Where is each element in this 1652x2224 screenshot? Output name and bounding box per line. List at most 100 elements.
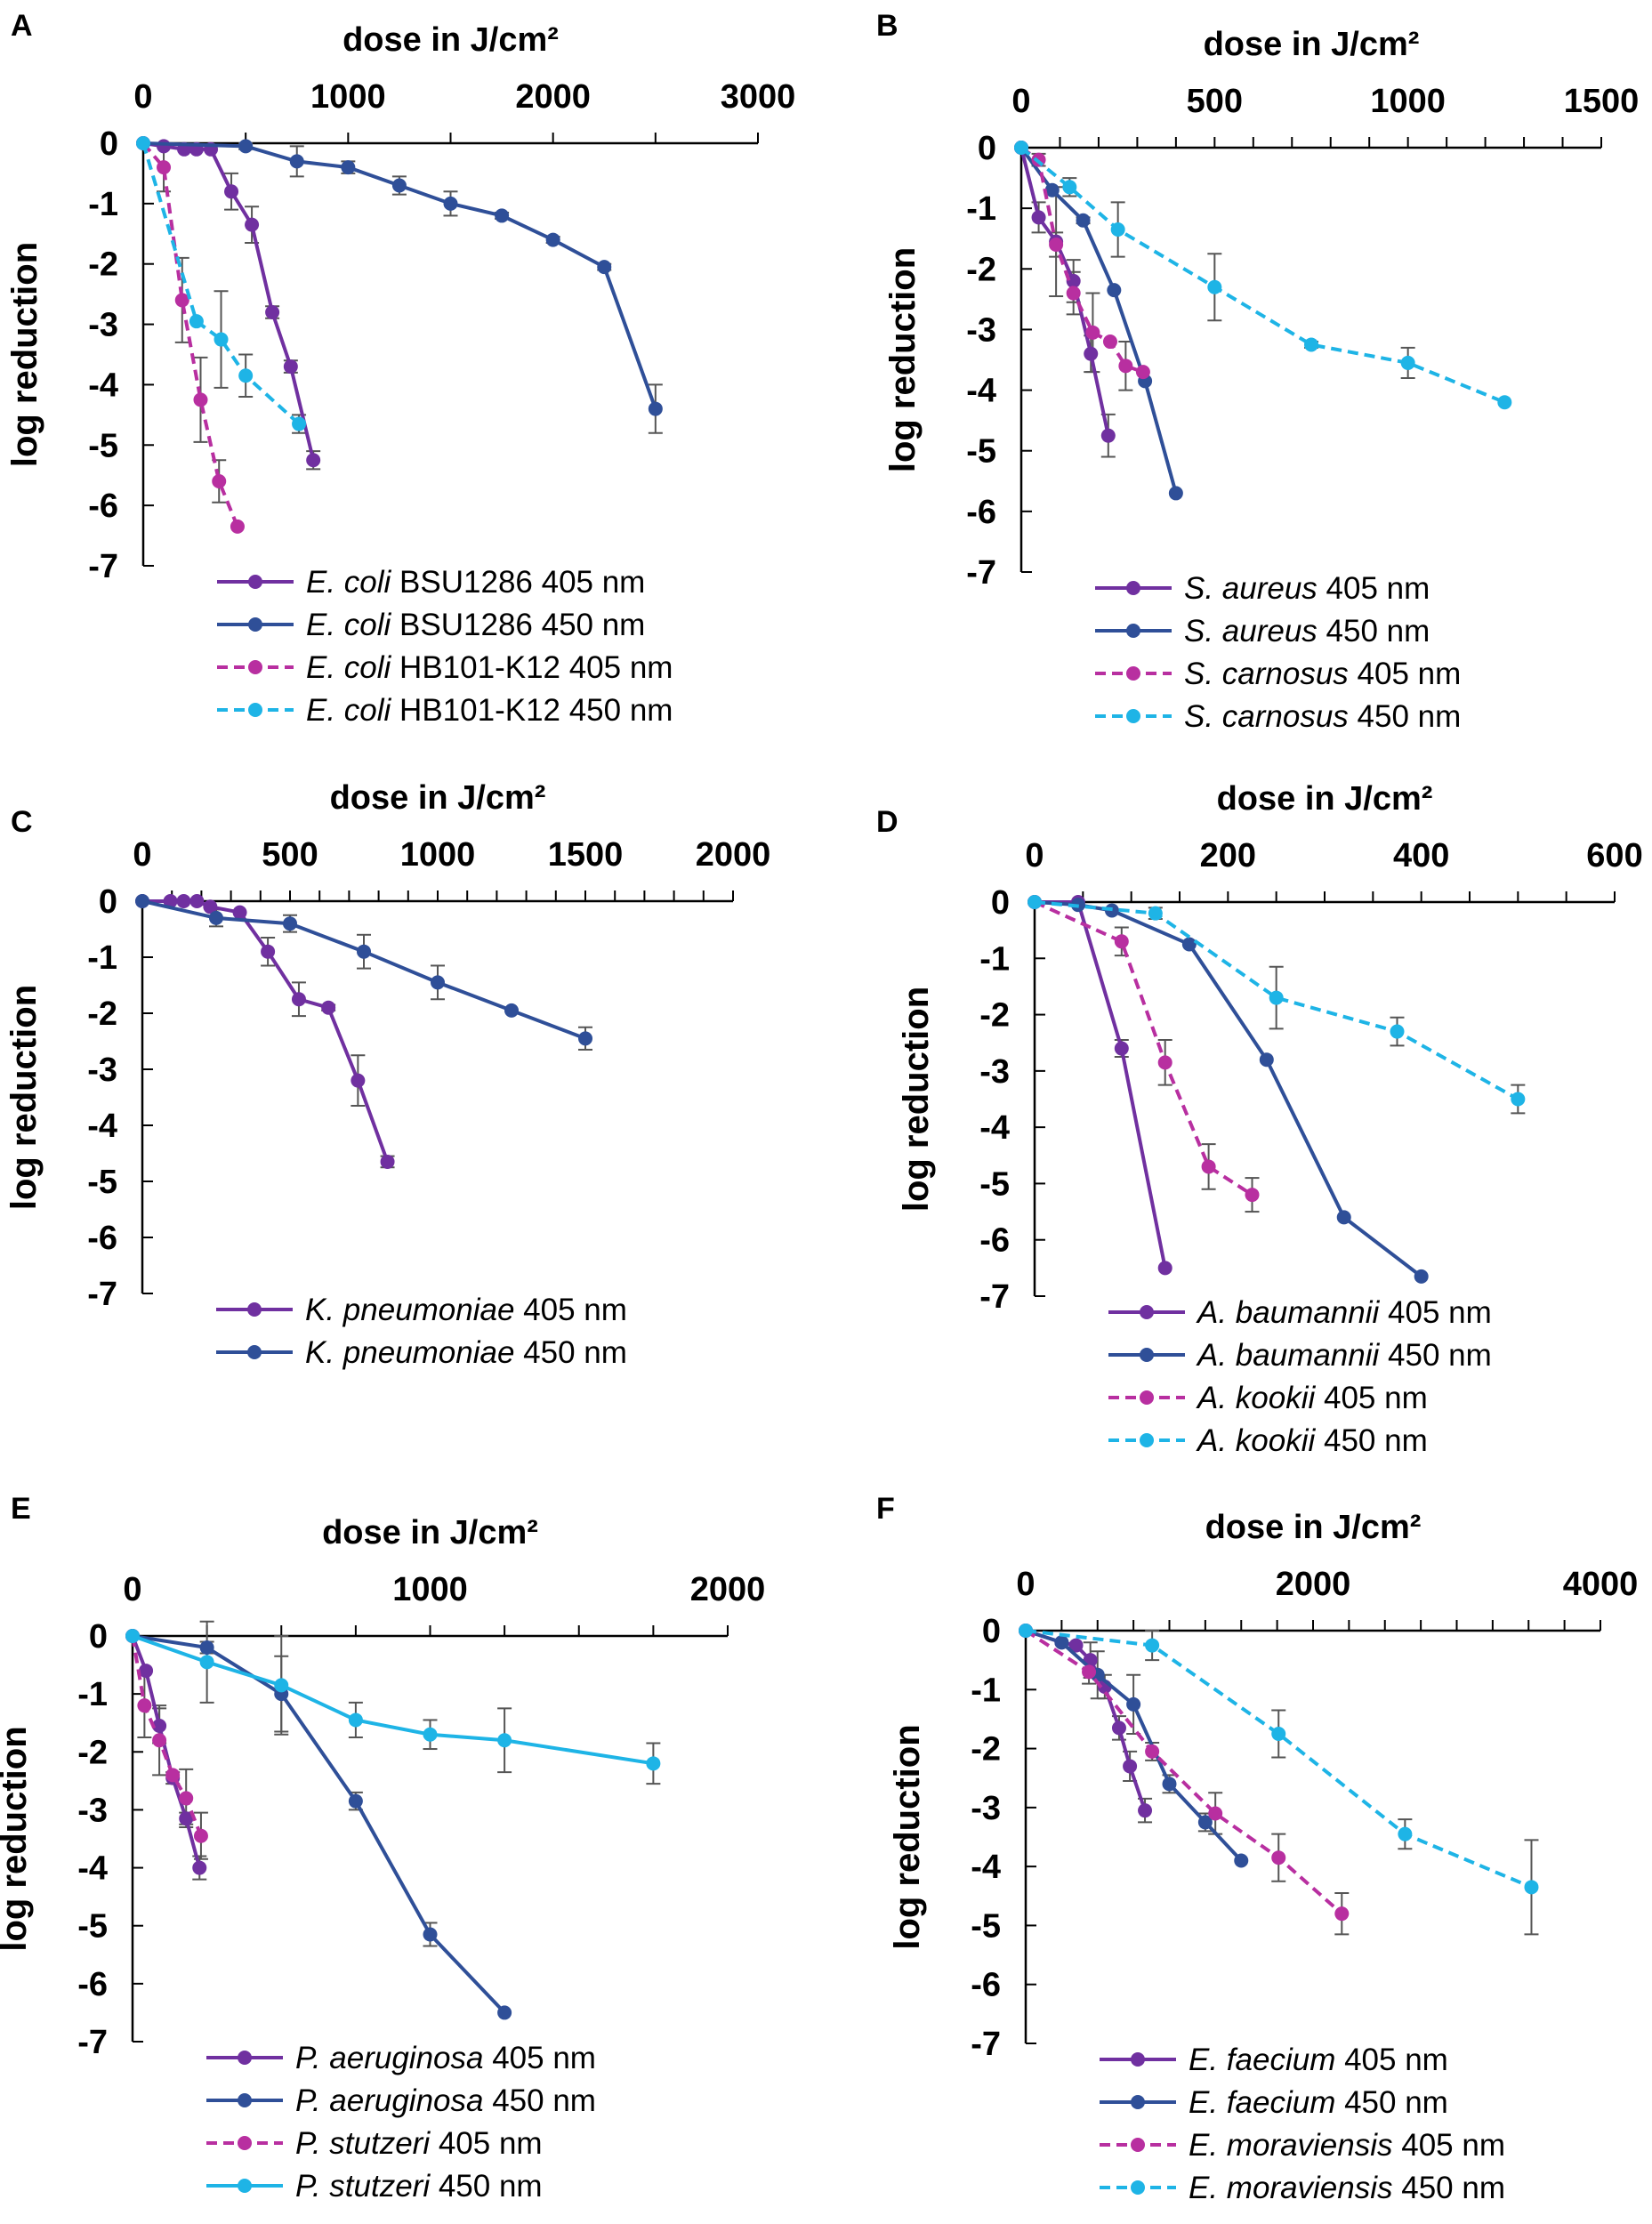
data-point xyxy=(230,519,245,534)
legend-species: E. moraviensis xyxy=(1189,2171,1401,2205)
legend-species: P. aeruginosa xyxy=(295,2083,492,2118)
y-tick-label: -2 xyxy=(88,246,118,284)
legend-marker xyxy=(1140,1305,1154,1319)
x-tick-label: 0 xyxy=(1016,1566,1035,1603)
data-point xyxy=(238,139,254,154)
series-2 xyxy=(1019,1624,1249,1868)
data-point xyxy=(179,1811,194,1826)
legend-label: S. carnosus 405 nm xyxy=(1184,657,1461,691)
legend-label: P. stutzeri 450 nm xyxy=(295,2169,543,2204)
legend-marker xyxy=(1131,2052,1145,2067)
legend-label: E. coli HB101-K12 450 nm xyxy=(306,693,673,728)
legend-label: E. moraviensis 450 nm xyxy=(1189,2171,1505,2205)
legend-item: P. stutzeri 450 nm xyxy=(206,2169,543,2204)
y-axis-label: log reduction xyxy=(883,247,923,472)
legend-species: P. stutzeri xyxy=(295,2169,439,2204)
legend-name: 405 nm xyxy=(523,1293,627,1327)
y-tick-label: -6 xyxy=(88,488,118,525)
data-point xyxy=(1269,990,1284,1005)
legend-label: A. kookii 405 nm xyxy=(1196,1381,1428,1415)
legend-item: A. kookii 405 nm xyxy=(1108,1381,1428,1415)
legend-species: E. coli xyxy=(306,608,399,642)
x-tick-label: 3000 xyxy=(721,78,796,116)
data-point xyxy=(199,1640,214,1656)
x-axis-title: dose in J/cm² xyxy=(322,1514,538,1551)
legend-label: K. pneumoniae 405 nm xyxy=(305,1293,627,1327)
data-point xyxy=(1207,279,1222,294)
y-tick-label: -5 xyxy=(971,1907,1001,1945)
data-point xyxy=(1114,934,1129,949)
data-point xyxy=(174,293,189,308)
legend-name: HB101-K12 450 nm xyxy=(399,693,673,728)
data-point xyxy=(212,474,227,488)
data-point xyxy=(348,1793,363,1809)
data-point xyxy=(1271,1850,1286,1865)
x-tick-label: 2000 xyxy=(515,78,591,116)
y-tick-label: -3 xyxy=(966,311,996,349)
data-point xyxy=(238,368,254,383)
legend-species: P. aeruginosa xyxy=(295,2041,492,2075)
panel-label: F xyxy=(876,1492,895,1526)
y-tick-label: -3 xyxy=(87,1052,117,1089)
legend-label: P. stutzeri 405 nm xyxy=(295,2126,543,2161)
legend-marker xyxy=(1131,2095,1145,2109)
series-line xyxy=(1025,1629,1533,1890)
y-tick-label: -6 xyxy=(77,1966,108,2003)
data-point xyxy=(1066,286,1081,301)
x-tick-label: 2000 xyxy=(696,836,771,874)
y-tick-label: -4 xyxy=(971,1849,1001,1886)
y-tick-label: -5 xyxy=(966,433,996,471)
y-tick-label: -2 xyxy=(971,1731,1001,1769)
data-point xyxy=(1334,1906,1350,1922)
x-axis-title: dose in J/cm² xyxy=(1204,26,1420,63)
x-tick-label: 4000 xyxy=(1563,1566,1639,1603)
legend-species: K. pneumoniae xyxy=(305,1293,523,1327)
data-point xyxy=(423,1927,438,1942)
legend-name: 405 nm xyxy=(1358,657,1462,691)
data-point xyxy=(224,184,239,199)
y-tick-label: -7 xyxy=(979,1278,1010,1316)
data-point xyxy=(135,894,149,908)
data-point xyxy=(179,1791,194,1806)
legend-item: E. coli BSU1286 405 nm xyxy=(217,565,645,600)
legend-item: E. coli HB101-K12 405 nm xyxy=(217,650,673,685)
data-point xyxy=(391,178,407,193)
x-tick-label: 0 xyxy=(1025,837,1044,874)
data-point xyxy=(1245,1188,1260,1203)
series-line xyxy=(141,899,586,1041)
data-point xyxy=(136,136,150,150)
y-tick-label: -7 xyxy=(971,2026,1001,2063)
data-point xyxy=(431,975,445,990)
legend-label: K. pneumoniae 450 nm xyxy=(305,1335,627,1370)
data-point xyxy=(1135,365,1150,380)
data-point xyxy=(423,1727,438,1742)
data-point xyxy=(165,1768,181,1783)
y-tick-label: -1 xyxy=(971,1672,1001,1709)
legend-item: E. faecium 405 nm xyxy=(1100,2043,1448,2077)
y-tick-label: -5 xyxy=(77,1908,108,1946)
legend-species: A. kookii xyxy=(1196,1381,1324,1415)
x-tick-label: 2000 xyxy=(1276,1566,1351,1603)
legend-marker xyxy=(1126,666,1140,681)
legend-label: E. coli HB101-K12 405 nm xyxy=(306,650,673,685)
x-axis-title: dose in J/cm² xyxy=(1217,780,1433,818)
data-point xyxy=(1390,1024,1405,1039)
series-line xyxy=(1034,900,1519,1101)
data-point xyxy=(1145,1744,1160,1759)
legend-marker xyxy=(1131,2180,1145,2195)
y-tick-label: -7 xyxy=(88,548,118,585)
data-point xyxy=(1100,428,1116,443)
y-tick-label: -4 xyxy=(77,1850,108,1888)
legend-species: E. moraviensis xyxy=(1189,2128,1401,2163)
data-point xyxy=(289,154,304,169)
data-point xyxy=(157,160,172,175)
panel-label: D xyxy=(876,805,899,839)
series-line xyxy=(1035,900,1167,1269)
y-tick-label: -6 xyxy=(87,1220,117,1257)
data-point xyxy=(292,416,307,431)
legend-marker xyxy=(1126,624,1140,638)
legend-species: S. carnosus xyxy=(1184,657,1358,691)
legend-name: 450 nm xyxy=(492,2083,596,2118)
